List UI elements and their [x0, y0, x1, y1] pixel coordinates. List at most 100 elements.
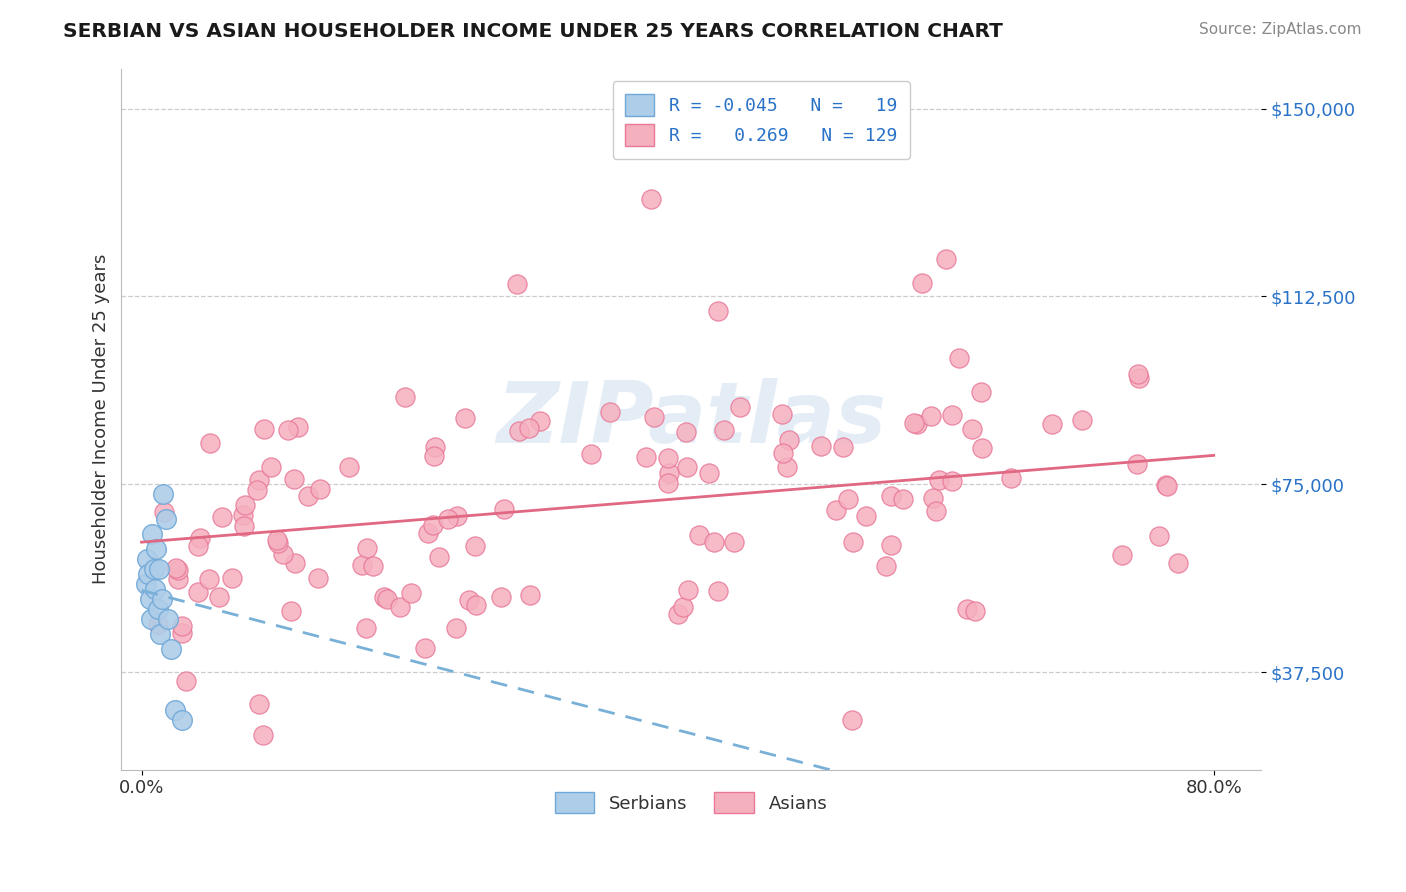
- Point: [252, 422, 274, 436]
- Point: [198, 572, 221, 586]
- Point: [1167, 556, 1189, 570]
- Point: [165, 702, 187, 716]
- Point: [772, 446, 794, 460]
- Point: [640, 192, 662, 206]
- Point: [1154, 478, 1177, 492]
- Point: [672, 600, 695, 615]
- Point: [699, 466, 721, 480]
- Point: [643, 409, 665, 424]
- Point: [423, 441, 446, 455]
- Point: [157, 612, 180, 626]
- Point: [167, 563, 190, 577]
- Point: [170, 619, 193, 633]
- Point: [517, 421, 540, 435]
- Point: [170, 713, 193, 727]
- Point: [356, 541, 378, 556]
- Point: [307, 571, 329, 585]
- Point: [688, 527, 710, 541]
- Text: ZIPatlas: ZIPatlas: [496, 377, 886, 460]
- Point: [211, 510, 233, 524]
- Point: [841, 713, 863, 727]
- Point: [221, 571, 243, 585]
- Point: [657, 451, 679, 466]
- Point: [284, 557, 307, 571]
- Point: [148, 562, 170, 576]
- Point: [337, 459, 360, 474]
- Point: [297, 489, 319, 503]
- Point: [207, 591, 229, 605]
- Point: [247, 697, 270, 711]
- Point: [167, 572, 190, 586]
- Legend: Serbians, Asians: Serbians, Asians: [547, 785, 835, 821]
- Point: [778, 433, 800, 447]
- Point: [657, 476, 679, 491]
- Point: [941, 409, 963, 423]
- Point: [146, 616, 169, 631]
- Point: [636, 450, 658, 464]
- Point: [246, 483, 269, 498]
- Point: [713, 423, 735, 437]
- Point: [1126, 458, 1149, 472]
- Point: [437, 512, 460, 526]
- Point: [135, 552, 157, 566]
- Point: [188, 531, 211, 545]
- Point: [935, 252, 957, 266]
- Point: [1071, 412, 1094, 426]
- Point: [1156, 479, 1178, 493]
- Point: [1111, 548, 1133, 562]
- Point: [675, 425, 697, 440]
- Point: [903, 416, 925, 430]
- Point: [233, 498, 256, 512]
- Point: [146, 602, 169, 616]
- Point: [252, 728, 274, 742]
- Point: [1040, 417, 1063, 431]
- Point: [232, 508, 254, 523]
- Point: [960, 422, 983, 436]
- Point: [388, 599, 411, 614]
- Point: [413, 640, 436, 655]
- Point: [139, 612, 162, 626]
- Point: [658, 466, 681, 480]
- Point: [187, 539, 209, 553]
- Point: [375, 591, 398, 606]
- Y-axis label: Householder Income Under 25 years: Householder Income Under 25 years: [93, 254, 110, 584]
- Point: [1128, 367, 1150, 381]
- Point: [149, 627, 172, 641]
- Point: [855, 509, 877, 524]
- Point: [266, 533, 288, 548]
- Point: [921, 491, 943, 505]
- Point: [283, 471, 305, 485]
- Point: [136, 567, 159, 582]
- Point: [905, 417, 928, 431]
- Point: [703, 535, 725, 549]
- Point: [444, 621, 467, 635]
- Point: [519, 588, 541, 602]
- Point: [956, 602, 979, 616]
- Point: [454, 411, 477, 425]
- Point: [143, 582, 166, 597]
- Point: [457, 593, 479, 607]
- Point: [165, 561, 187, 575]
- Point: [280, 604, 302, 618]
- Point: [948, 351, 970, 366]
- Point: [599, 404, 621, 418]
- Point: [423, 449, 446, 463]
- Point: [928, 473, 950, 487]
- Point: [707, 303, 730, 318]
- Text: SERBIAN VS ASIAN HOUSEHOLDER INCOME UNDER 25 YEARS CORRELATION CHART: SERBIAN VS ASIAN HOUSEHOLDER INCOME UNDE…: [63, 22, 1002, 41]
- Point: [837, 491, 859, 506]
- Point: [1000, 471, 1022, 485]
- Point: [728, 400, 751, 414]
- Point: [970, 441, 993, 455]
- Point: [893, 491, 915, 506]
- Point: [260, 460, 283, 475]
- Point: [920, 409, 942, 423]
- Point: [941, 475, 963, 489]
- Point: [422, 518, 444, 533]
- Point: [135, 577, 157, 591]
- Point: [508, 424, 530, 438]
- Point: [152, 487, 174, 501]
- Point: [266, 535, 288, 549]
- Point: [506, 277, 529, 291]
- Point: [824, 503, 846, 517]
